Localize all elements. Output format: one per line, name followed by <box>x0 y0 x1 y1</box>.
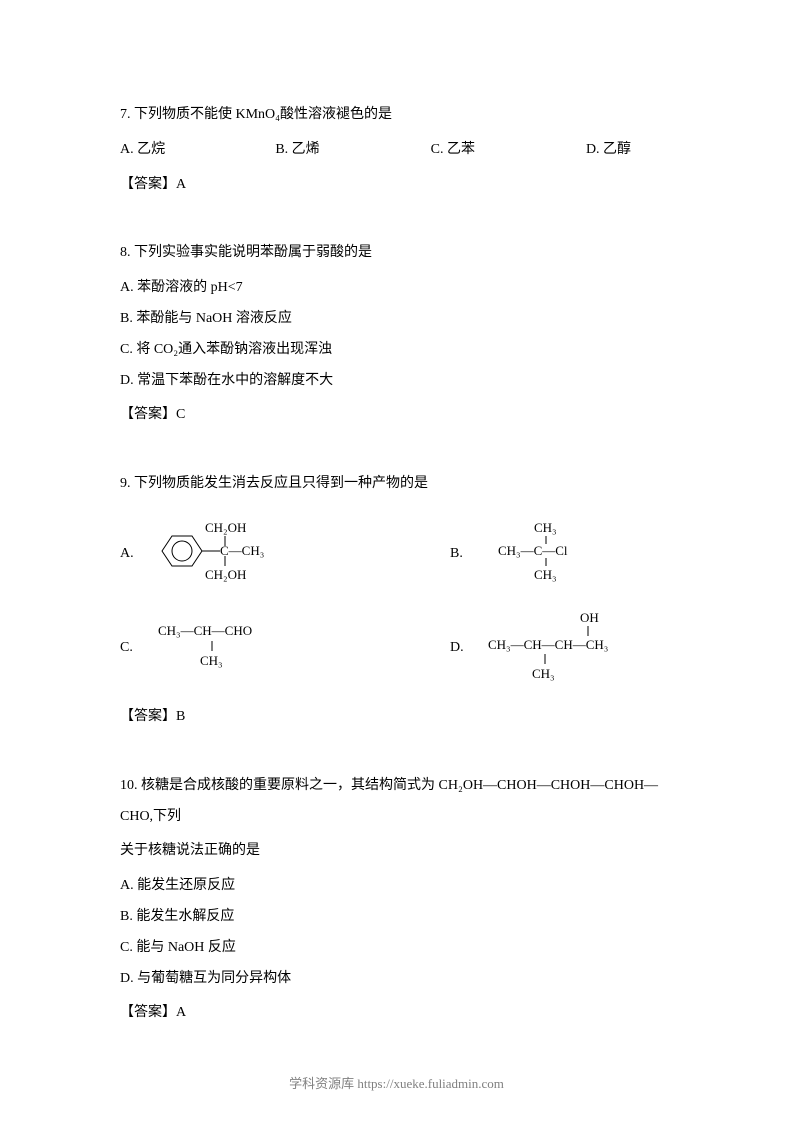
q9-label-c: C. <box>120 640 150 656</box>
q9-stem: 9. 下列物质能发生消去反应且只得到一种产物的是 <box>120 469 683 500</box>
q8-opt-d: D. 常温下苯酚在水中的溶解度不大 <box>120 366 683 397</box>
q10-answer: 【答案】A <box>120 998 683 1029</box>
q10-opt-d: D. 与葡萄糖互为同分异构体 <box>120 964 683 995</box>
q7-stem: 7. 下列物质不能使 KMnO₄酸性溶液褪色的是 <box>120 100 683 131</box>
q9-struct-b: CH₃ CH₃—C—Cl CH₃ <box>480 514 670 594</box>
q9b-mid: CH₃—C—Cl <box>498 543 568 558</box>
q9-label-b: B. <box>450 546 480 562</box>
q8-opt-b: B. 苯酚能与 NaOH 溶液反应 <box>120 304 683 335</box>
q7-opt-b: B. 乙烯 <box>275 135 430 166</box>
q9d-mid: CH₃—CH—CH—CH₃ <box>488 637 608 652</box>
q8-options: A. 苯酚溶液的 pH<7 B. 苯酚能与 NaOH 溶液反应 C. 将 CO₂… <box>120 273 683 396</box>
q7-opt-d: D. 乙醇 <box>586 135 683 166</box>
q9a-mid: C—CH₃ <box>220 543 264 558</box>
q9c-top: CH₃—CH—CHO <box>158 623 252 638</box>
question-10: 10. 核糖是合成核酸的重要原料之一，其结构简式为 CH₂OH—CHOH—CHO… <box>120 771 683 1029</box>
q9-struct-a: CH₂OH C—CH₃ CH₂OH <box>150 514 450 594</box>
q9-label-a: A. <box>120 546 150 562</box>
q8-answer: 【答案】C <box>120 400 683 431</box>
q8-stem: 8. 下列实验事实能说明苯酚属于弱酸的是 <box>120 238 683 269</box>
q9c-bot: CH₃ <box>200 653 223 668</box>
q9d-bot: CH₃ <box>532 666 555 681</box>
q9a-bot: CH₂OH <box>205 567 246 582</box>
q8-opt-a: A. 苯酚溶液的 pH<7 <box>120 273 683 304</box>
q10-options: A. 能发生还原反应 B. 能发生水解反应 C. 能与 NaOH 反应 D. 与… <box>120 871 683 994</box>
q9b-top: CH₃ <box>534 520 557 535</box>
q7-answer: 【答案】A <box>120 170 683 201</box>
q9-row-ab: A. CH₂OH C—CH₃ CH₂OH B. CH₃ CH <box>120 514 683 594</box>
q9a-top: CH₂OH <box>205 520 246 535</box>
q10-opt-b: B. 能发生水解反应 <box>120 902 683 933</box>
q9-label-d: D. <box>450 640 480 656</box>
q10-opt-a: A. 能发生还原反应 <box>120 871 683 902</box>
question-8: 8. 下列实验事实能说明苯酚属于弱酸的是 A. 苯酚溶液的 pH<7 B. 苯酚… <box>120 238 683 431</box>
q9b-bot: CH₃ <box>534 567 557 582</box>
q9-struct-c: CH₃—CH—CHO CH₃ <box>150 615 450 680</box>
footer-text: 学科资源库 https://xueke.fuliadmin.com <box>0 1073 793 1092</box>
q9-row-cd: C. CH₃—CH—CHO CH₃ D. OH CH₃—CH—CH—CH₃ CH… <box>120 608 683 688</box>
q7-options: A. 乙烷 B. 乙烯 C. 乙苯 D. 乙醇 <box>120 135 683 166</box>
question-9: 9. 下列物质能发生消去反应且只得到一种产物的是 A. CH₂OH C—CH₃ … <box>120 469 683 733</box>
q7-opt-a: A. 乙烷 <box>120 135 275 166</box>
q8-opt-c: C. 将 CO₂通入苯酚钠溶液出现浑浊 <box>120 335 683 366</box>
q7-opt-c: C. 乙苯 <box>431 135 586 166</box>
q9-struct-d: OH CH₃—CH—CH—CH₃ CH₃ <box>480 608 670 688</box>
q10-stem1: 10. 核糖是合成核酸的重要原料之一，其结构简式为 CH₂OH—CHOH—CHO… <box>120 771 683 833</box>
q10-stem2: 关于核糖说法正确的是 <box>120 836 683 867</box>
q10-opt-c: C. 能与 NaOH 反应 <box>120 933 683 964</box>
q9-answer: 【答案】B <box>120 702 683 733</box>
question-7: 7. 下列物质不能使 KMnO₄酸性溶液褪色的是 A. 乙烷 B. 乙烯 C. … <box>120 100 683 200</box>
q9d-top: OH <box>580 610 599 625</box>
